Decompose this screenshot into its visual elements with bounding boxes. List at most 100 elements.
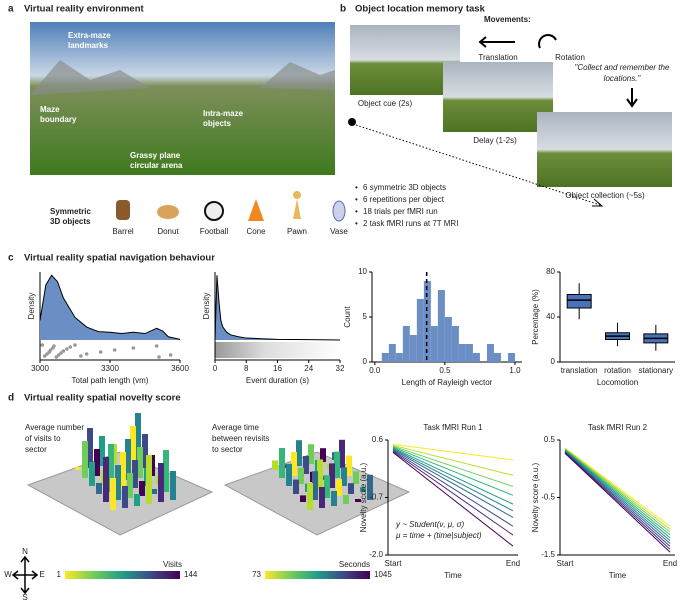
bullet: • xyxy=(355,219,358,228)
arrow xyxy=(626,88,638,108)
objects-label: Symmetric xyxy=(50,207,91,216)
cylinder xyxy=(122,486,128,508)
cylinder xyxy=(94,449,100,476)
series-line xyxy=(392,451,514,547)
x-tick-label: Start xyxy=(557,559,575,568)
cylinder xyxy=(348,483,354,494)
object-name: Cone xyxy=(246,227,266,236)
colorbar-label: Seconds xyxy=(339,560,370,569)
y-tick-label: -2.0 xyxy=(369,550,383,559)
bullet-list: • 6 symmetric 3D objects xyxy=(355,183,446,192)
y-tick-label: 0.5 xyxy=(544,435,556,444)
cylinder xyxy=(108,444,114,492)
cylinder xyxy=(343,495,349,504)
colorbar-label: Visits xyxy=(163,560,182,569)
cylinder xyxy=(286,463,292,486)
bullet-list: • 2 task fMRI runs at 7T MRI xyxy=(355,219,458,228)
map-label: between revisits xyxy=(212,434,269,443)
compass: W xyxy=(4,570,12,579)
panel-label: a xyxy=(8,4,14,15)
image-label: circular arena xyxy=(130,161,183,170)
cylinder xyxy=(293,479,299,494)
step-caption: Object collection (~5s) xyxy=(565,191,645,200)
cylinder xyxy=(75,467,81,470)
series-line xyxy=(564,448,671,530)
cylinder xyxy=(139,481,145,496)
task-screen xyxy=(443,62,553,132)
cylinder xyxy=(132,460,138,488)
colorbar-max: 1045 xyxy=(374,570,392,579)
compass: E xyxy=(39,570,44,579)
cylinder xyxy=(312,471,318,500)
cylinders xyxy=(75,413,373,510)
object-icon xyxy=(332,200,346,222)
cylinder xyxy=(300,495,306,502)
panel-title: Object location memory task xyxy=(355,4,486,15)
cylinder xyxy=(125,439,131,480)
strip-point xyxy=(73,343,77,347)
strip-points xyxy=(215,342,340,358)
series-line xyxy=(564,451,671,547)
bar xyxy=(507,353,515,362)
series-line xyxy=(564,449,671,536)
x-tick-label: 0.0 xyxy=(369,366,381,375)
density-area xyxy=(215,275,340,340)
x-tick-label: stationary xyxy=(638,366,673,375)
bar xyxy=(486,344,494,362)
panel-label: d xyxy=(8,393,14,404)
y-tick-label: 80 xyxy=(546,267,555,276)
objects-label: 3D objects xyxy=(50,217,91,226)
task-screen xyxy=(350,25,460,95)
series-line xyxy=(392,447,514,505)
series-line xyxy=(564,447,671,527)
cylinder xyxy=(360,487,366,492)
object-icon xyxy=(116,200,130,220)
object-name: Vase xyxy=(330,227,348,236)
arrow-head xyxy=(592,198,604,207)
strip-point xyxy=(98,350,103,354)
cylinder xyxy=(110,478,116,510)
series-line xyxy=(564,448,671,533)
strip-point xyxy=(40,343,45,347)
strip-point xyxy=(52,344,56,348)
x-tick-label: 3000 xyxy=(31,364,49,373)
cylinder xyxy=(272,460,278,470)
object-name: Pawn xyxy=(287,227,307,236)
object-icon xyxy=(248,199,264,221)
bullet: • xyxy=(355,195,358,204)
strip-point xyxy=(61,349,66,353)
y-tick-label: -0.5 xyxy=(541,493,555,502)
colorbar-min: 1 xyxy=(57,570,62,579)
strip-point xyxy=(168,353,173,357)
cylinder xyxy=(130,426,136,470)
series-line xyxy=(392,449,514,518)
movement-label: Rotation xyxy=(555,53,585,62)
cylinder xyxy=(135,413,141,460)
density-line xyxy=(214,275,341,341)
cylinder xyxy=(146,455,152,504)
bar xyxy=(465,344,473,362)
cylinder xyxy=(320,448,326,462)
object-name: Football xyxy=(200,227,229,236)
cylinder xyxy=(96,483,102,494)
series-line xyxy=(392,450,514,527)
y-axis-label: Novelty score (a.u.) xyxy=(531,462,540,532)
cylinder xyxy=(170,471,176,500)
cylinder xyxy=(142,434,148,468)
cylinder xyxy=(296,440,302,466)
dotted-arrow xyxy=(355,124,601,206)
x-tick-label: End xyxy=(506,559,520,568)
annotation: y ~ Student(ν, μ, σ) xyxy=(395,520,464,529)
cylinder xyxy=(82,441,88,478)
cylinder xyxy=(134,494,140,506)
image-label: Maze xyxy=(40,105,60,114)
image-label: landmarks xyxy=(68,41,109,50)
chart-title: Task fMRI Run 1 xyxy=(423,423,483,432)
series-line xyxy=(392,445,514,487)
y-axis-label: Novelty score (a.u.) xyxy=(359,462,368,532)
map-label: Average number xyxy=(25,423,84,432)
cylinder xyxy=(120,452,126,490)
colorbar-max: 144 xyxy=(184,570,198,579)
map-label: Average time xyxy=(212,423,260,432)
